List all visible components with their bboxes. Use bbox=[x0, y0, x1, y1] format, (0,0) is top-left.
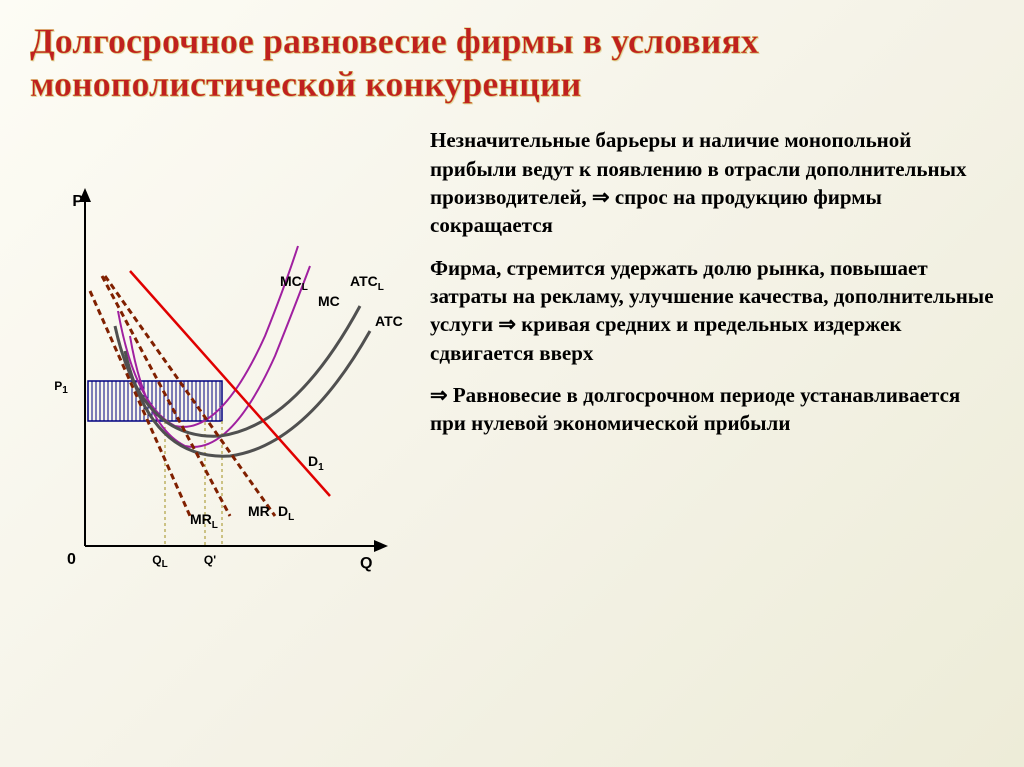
svg-text:MC: MC bbox=[318, 293, 340, 309]
svg-text:MR: MR bbox=[248, 503, 270, 519]
svg-text:P: P bbox=[72, 193, 83, 210]
text-block: Незначительные барьеры и наличие монопол… bbox=[430, 116, 994, 596]
paragraph-2: Фирма, стремится удержать долю рынка, по… bbox=[430, 254, 994, 367]
svg-text:MCL: MCL bbox=[280, 273, 308, 293]
svg-text:D1: D1 bbox=[308, 453, 324, 473]
svg-text:P1: P1 bbox=[54, 379, 68, 396]
svg-text:Q: Q bbox=[360, 555, 372, 572]
svg-text:ATC: ATC bbox=[375, 313, 403, 329]
paragraph-1: Незначительные барьеры и наличие монопол… bbox=[430, 126, 994, 239]
svg-text:MRL: MRL bbox=[190, 511, 218, 531]
svg-text:DL: DL bbox=[278, 503, 294, 523]
chart: P Q 0 MC MCL ATC ATCL D1 DL MR MRL QL Q' P1 bbox=[30, 156, 410, 596]
svg-text:0: 0 bbox=[67, 551, 76, 568]
svg-text:Q': Q' bbox=[204, 553, 216, 567]
slide-title: Долгосрочное равновесие фирмы в условиях… bbox=[0, 0, 1024, 116]
svg-text:QL: QL bbox=[152, 553, 167, 570]
chart-svg: P Q 0 MC MCL ATC ATCL D1 DL MR MRL QL Q' P1 bbox=[30, 156, 410, 596]
svg-text:ATCL: ATCL bbox=[350, 273, 384, 293]
content-row: P Q 0 MC MCL ATC ATCL D1 DL MR MRL QL Q' P1 Незначите… bbox=[0, 116, 1024, 596]
paragraph-3: ⇒ Равновесие в долгосрочном периоде уста… bbox=[430, 381, 994, 438]
